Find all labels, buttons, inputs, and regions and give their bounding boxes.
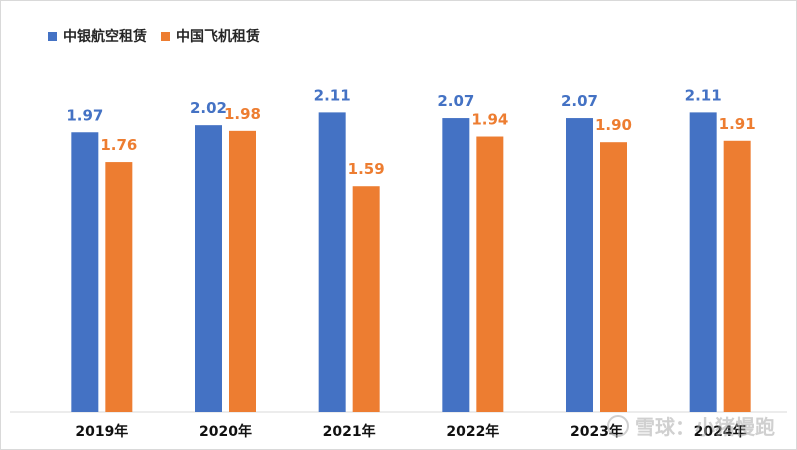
bar-series-1-2021年 bbox=[318, 112, 346, 412]
legend-swatch-series-2 bbox=[161, 31, 170, 41]
bar-series-2-2020年 bbox=[229, 130, 256, 412]
bar-series-1-2024年 bbox=[689, 112, 717, 412]
legend-label-series-1: 中银航空租赁 bbox=[63, 29, 147, 45]
legend-item-series-2: 中国飞机租赁 bbox=[161, 26, 260, 46]
data-label-series-2-2020年: 1.98 bbox=[224, 105, 261, 123]
legend-item-series-1: 中银航空租赁 bbox=[48, 26, 147, 46]
bar-series-2-2021年 bbox=[352, 186, 380, 412]
data-label-series-2-2024年: 1.91 bbox=[719, 115, 756, 133]
legend-swatch-series-1 bbox=[48, 31, 57, 41]
legend: 中银航空租赁 中国飞机租赁 bbox=[48, 26, 260, 46]
x-tick-label-2020年: 2020年 bbox=[199, 423, 252, 440]
bar-series-1-2020年 bbox=[195, 125, 222, 412]
data-label-series-2-2021年: 1.59 bbox=[348, 160, 385, 178]
watermark: 雪球：小猪慢跑 bbox=[607, 411, 775, 440]
data-label-series-1-2019年: 1.97 bbox=[66, 106, 103, 124]
x-tick-label-2021年: 2021年 bbox=[323, 423, 376, 440]
watermark-text: 雪球：小猪慢跑 bbox=[635, 415, 775, 439]
x-tick-label-2019年: 2019年 bbox=[75, 423, 128, 440]
bar-series-1-2023年 bbox=[566, 118, 593, 412]
x-tick-label-2022年: 2022年 bbox=[446, 423, 499, 440]
bar-series-2-2022年 bbox=[476, 136, 504, 412]
data-label-series-1-2023年: 2.07 bbox=[561, 92, 598, 110]
data-label-series-2-2022年: 1.94 bbox=[471, 111, 508, 129]
bar-series-2-2019年 bbox=[105, 162, 133, 412]
legend-label-series-2: 中国飞机租赁 bbox=[176, 29, 260, 45]
data-label-series-1-2024年: 2.11 bbox=[685, 86, 722, 104]
data-label-series-2-2023年: 1.90 bbox=[595, 116, 632, 134]
data-label-series-1-2020年: 2.02 bbox=[190, 99, 227, 117]
bar-series-2-2024年 bbox=[723, 140, 751, 412]
bar-series-2-2023年 bbox=[600, 142, 627, 412]
data-label-series-1-2022年: 2.07 bbox=[437, 92, 474, 110]
bar-series-1-2022年 bbox=[442, 118, 470, 412]
data-label-series-2-2019年: 1.76 bbox=[100, 136, 137, 154]
data-label-series-1-2021年: 2.11 bbox=[314, 86, 351, 104]
snowball-logo-icon bbox=[607, 414, 629, 437]
bar-series-1-2019年 bbox=[71, 132, 99, 412]
x-tick-label-2024年: 2024年 bbox=[694, 423, 747, 440]
